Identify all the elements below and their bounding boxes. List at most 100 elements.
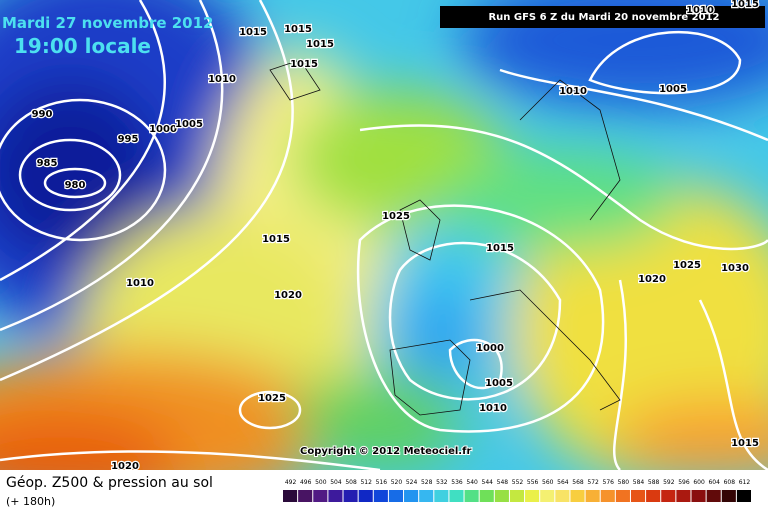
scale-label: 520 xyxy=(391,479,403,486)
scale-label: 500 xyxy=(315,479,327,486)
scale-label: 536 xyxy=(451,479,463,486)
scale-label: 580 xyxy=(618,479,630,486)
scale-swatch xyxy=(298,490,313,502)
scale-swatch xyxy=(525,490,540,502)
scale-label: 508 xyxy=(345,479,357,486)
scale-label: 596 xyxy=(678,479,690,486)
scale-label: 548 xyxy=(497,479,509,486)
scale-swatch xyxy=(479,490,494,502)
isobar-label: 1030 xyxy=(721,263,749,274)
isobar-label: 985 xyxy=(37,158,58,169)
isobar-label: 980 xyxy=(65,180,86,191)
scale-label: 608 xyxy=(724,479,736,486)
scale-label: 516 xyxy=(376,479,388,486)
color-scale: 492 496 500 504 508 512 516 520 524 528 532 536 540 5… xyxy=(283,479,751,502)
scale-label: 568 xyxy=(572,479,584,486)
forecast-time: 19:00 locale xyxy=(14,34,151,58)
scale-label: 496 xyxy=(300,479,312,486)
isobar-label: 1010 xyxy=(479,403,507,414)
scale-label: 524 xyxy=(406,479,418,486)
scale-label: 532 xyxy=(436,479,448,486)
isobar-label: 1015 xyxy=(290,59,318,70)
scale-label: 600 xyxy=(693,479,705,486)
scale-swatch xyxy=(706,490,721,502)
isobar-label: 1010 xyxy=(686,5,714,16)
scale-label: 560 xyxy=(542,479,554,486)
scale-swatch xyxy=(404,490,419,502)
isobars xyxy=(0,0,768,470)
scale-swatch xyxy=(328,490,343,502)
scale-swatch xyxy=(343,490,358,502)
isobar-label: 1020 xyxy=(274,290,302,301)
isobar-label: 1025 xyxy=(382,211,410,222)
scale-swatch xyxy=(388,490,404,502)
run-label: Run GFS 6 Z du Mardi 20 novembre 2012 xyxy=(488,12,719,23)
isobar-label: 1015 xyxy=(731,0,759,10)
isobar-label: 1020 xyxy=(111,461,139,472)
scale-swatch xyxy=(373,490,388,502)
scale-swatch xyxy=(736,490,751,502)
footer-title: Géop. Z500 & pression au sol xyxy=(6,475,213,491)
scale-swatch xyxy=(661,490,676,502)
isobar-label: 1015 xyxy=(486,243,514,254)
isobar-label: 1005 xyxy=(659,84,687,95)
scale-swatch xyxy=(449,490,464,502)
scale-swatch xyxy=(691,490,706,502)
scale-label: 552 xyxy=(512,479,524,486)
scale-swatch xyxy=(509,490,525,502)
isobar-label: 1005 xyxy=(485,378,513,389)
isobar-label: 1015 xyxy=(239,27,267,38)
scale-swatch xyxy=(646,490,661,502)
isobar-label: 995 xyxy=(118,134,139,145)
scale-swatch xyxy=(494,490,509,502)
isobar-label: 1010 xyxy=(559,86,587,97)
isobar-labels: 1015 1015 1015 1015 1010 990 995 1000 1005 985 980… xyxy=(30,0,760,473)
isobar-label: 1015 xyxy=(262,234,290,245)
isobar-label: 1015 xyxy=(284,24,312,35)
scale-swatch xyxy=(615,490,630,502)
coastlines xyxy=(269,59,621,416)
run-banner xyxy=(440,6,765,28)
scale-label: 556 xyxy=(527,479,539,486)
scale-swatch xyxy=(630,490,646,502)
scale-label: 512 xyxy=(360,479,372,486)
scale-label: 540 xyxy=(466,479,478,486)
isobar-label: 1010 xyxy=(208,74,236,85)
scale-swatch xyxy=(419,490,434,502)
footer-subtitle: (+ 180h) xyxy=(6,495,55,508)
isobar-label: 1025 xyxy=(258,393,286,404)
isobar-label: 1015 xyxy=(731,438,759,449)
scale-swatch xyxy=(721,490,736,502)
scale-label: 588 xyxy=(648,479,660,486)
isobar-label: 1025 xyxy=(673,260,701,271)
scale-swatch xyxy=(585,490,600,502)
isobar-label: 1010 xyxy=(126,278,154,289)
scale-label: 504 xyxy=(330,479,342,486)
scale-swatch xyxy=(358,490,373,502)
scale-label: 528 xyxy=(421,479,433,486)
isobar-label: 1000 xyxy=(149,124,177,135)
scale-swatch xyxy=(283,490,298,502)
forecast-date: Mardi 27 novembre 2012 xyxy=(2,14,214,32)
scale-label: 612 xyxy=(739,479,751,486)
isobar-label: 1000 xyxy=(476,343,504,354)
copyright: Copyright © 2012 Meteociel.fr xyxy=(300,446,471,457)
scale-label: 572 xyxy=(587,479,599,486)
scale-swatch xyxy=(555,490,570,502)
scale-label: 492 xyxy=(285,479,297,486)
scale-swatch xyxy=(676,490,691,502)
scale-label: 604 xyxy=(708,479,720,486)
scale-swatch xyxy=(434,490,449,502)
scale-label: 544 xyxy=(482,479,494,486)
scale-swatch xyxy=(570,490,585,502)
isobar-label: 990 xyxy=(32,109,53,120)
scale-label: 564 xyxy=(557,479,569,486)
scale-swatch xyxy=(464,490,479,502)
isobar-label: 1015 xyxy=(306,39,334,50)
scale-swatch xyxy=(313,490,328,502)
isobar-label: 1020 xyxy=(638,274,666,285)
scale-label: 592 xyxy=(663,479,675,486)
